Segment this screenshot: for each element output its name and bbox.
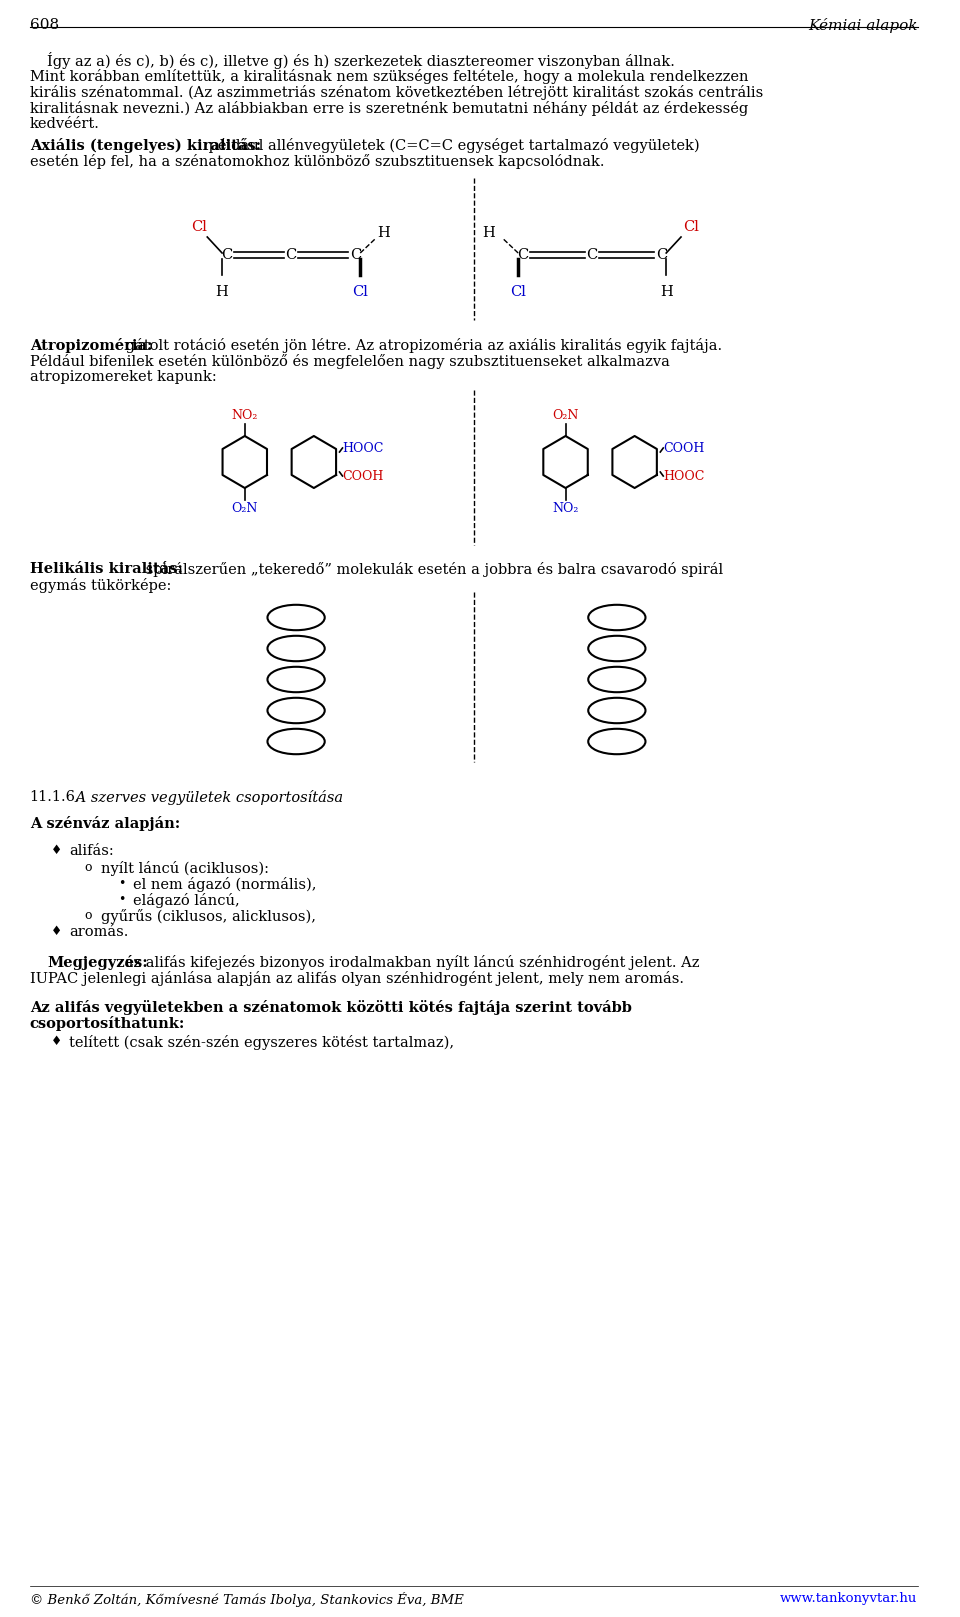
Text: el nem ágazó (normális),: el nem ágazó (normális), [133, 876, 317, 893]
Text: Megjegyzés:: Megjegyzés: [47, 956, 148, 970]
Text: 11.1.6.: 11.1.6. [30, 791, 81, 804]
Text: spirálszerűen „tekeredő” molekulák esetén a jobbra és balra csavarodó spirál: spirálszerűen „tekeredő” molekulák eseté… [141, 563, 723, 577]
Text: elágazó láncú,: elágazó láncú, [133, 893, 240, 909]
Text: COOH: COOH [663, 441, 705, 454]
Text: például allénvegyületek (C=C=C egységet tartalmazó vegyületek): például allénvegyületek (C=C=C egységet … [204, 137, 700, 154]
Text: HOOC: HOOC [343, 441, 384, 454]
Text: gátolt rotáció esetén jön létre. Az atropizoméria az axiális kiralitás egyik faj: gátolt rotáció esetén jön létre. Az atro… [121, 338, 723, 353]
Text: Például bifenilek esetén különböző és megfelelően nagy szubsztituenseket alkalma: Például bifenilek esetén különböző és me… [30, 354, 669, 369]
Text: esetén lép fel, ha a szénatomokhoz különböző szubsztituensek kapcsolódnak.: esetén lép fel, ha a szénatomokhoz külön… [30, 154, 604, 170]
Text: O₂N: O₂N [231, 501, 258, 514]
Text: csoportosíthatunk:: csoportosíthatunk: [30, 1015, 185, 1032]
Text: nyílt láncú (aciklusos):: nyílt láncú (aciklusos): [101, 860, 269, 876]
Text: Axiális (tengelyes) kiralitás:: Axiális (tengelyes) kiralitás: [30, 137, 261, 154]
Text: COOH: COOH [343, 469, 384, 482]
Text: Cl: Cl [510, 285, 526, 299]
Text: telített (csak szén-szén egyszeres kötést tartalmaz),: telített (csak szén-szén egyszeres kötés… [69, 1035, 454, 1049]
Text: C: C [517, 247, 529, 262]
Text: C: C [222, 247, 232, 262]
Text: © Benkő Zoltán, Kőmívesné Tamás Ibolya, Stankovics Éva, BME: © Benkő Zoltán, Kőmívesné Tamás Ibolya, … [30, 1593, 464, 1607]
Text: C: C [656, 247, 667, 262]
Text: Cl: Cl [352, 285, 369, 299]
Text: Így az a) és c), b) és c), illetve g) és h) szerkezetek diasztereomer viszonyban: Így az a) és c), b) és c), illetve g) és… [47, 52, 675, 70]
Text: ♦: ♦ [51, 844, 62, 857]
Text: H: H [660, 285, 673, 299]
Text: C: C [349, 247, 361, 262]
Text: ♦: ♦ [51, 1035, 62, 1048]
Text: A szénváz alapján:: A szénváz alapján: [30, 817, 180, 831]
Text: C: C [285, 247, 297, 262]
Text: Atropizoméria:: Atropizoméria: [30, 338, 152, 353]
Text: H: H [483, 226, 495, 239]
Text: aromás.: aromás. [69, 925, 129, 939]
Text: egymás tükörképe:: egymás tükörképe: [30, 577, 171, 593]
Text: Mint korábban említettük, a kiralitásnak nem szükséges feltétele, hogy a molekul: Mint korábban említettük, a kiralitásnak… [30, 70, 748, 84]
Text: IUPAC jelenlegi ajánlása alapján az alifás olyan szénhidrogént jelent, mely nem : IUPAC jelenlegi ajánlása alapján az alif… [30, 970, 684, 986]
Text: H: H [377, 226, 390, 239]
Text: atropizomereket kapunk:: atropizomereket kapunk: [30, 370, 216, 383]
Text: O₂N: O₂N [552, 409, 579, 422]
Text: királis szénatommal. (Az aszimmetriás szénatom következtében létrejött kiralitás: királis szénatommal. (Az aszimmetriás sz… [30, 86, 763, 100]
Text: NO₂: NO₂ [552, 501, 579, 514]
Text: o: o [84, 860, 91, 875]
Text: kiralitásnak nevezni.) Az alábbiakban erre is szeretnénk bemutatni néhány példát: kiralitásnak nevezni.) Az alábbiakban er… [30, 100, 748, 116]
Text: ♦: ♦ [51, 925, 62, 938]
Text: alifás:: alifás: [69, 844, 114, 859]
Text: 608: 608 [30, 18, 59, 32]
Text: Az alifás vegyületekben a szénatomok közötti kötés fajtája szerint tovább: Az alifás vegyületekben a szénatomok köz… [30, 999, 632, 1015]
Text: A szerves vegyületek csoportosítása: A szerves vegyületek csoportosítása [71, 791, 343, 805]
Text: H: H [216, 285, 228, 299]
Text: Helikális kiralitás:: Helikális kiralitás: [30, 563, 182, 576]
Text: HOOC: HOOC [663, 469, 705, 482]
Text: kedvéért.: kedvéért. [30, 116, 100, 131]
Text: C: C [587, 247, 598, 262]
Text: •: • [118, 876, 126, 889]
Text: Cl: Cl [191, 220, 207, 234]
Text: Cl: Cl [683, 220, 699, 234]
Text: NO₂: NO₂ [231, 409, 258, 422]
Text: www.tankonyvtar.hu: www.tankonyvtar.hu [780, 1593, 917, 1606]
Text: Kémiai alapok: Kémiai alapok [808, 18, 918, 32]
Text: az alifás kifejezés bizonyos irodalmakban nyílt láncú szénhidrogént jelent. Az: az alifás kifejezés bizonyos irodalmakba… [120, 956, 700, 970]
Text: o: o [84, 909, 91, 922]
Text: •: • [118, 893, 126, 906]
Text: gyűrűs (ciklusos, alicklusos),: gyűrűs (ciklusos, alicklusos), [101, 909, 316, 923]
